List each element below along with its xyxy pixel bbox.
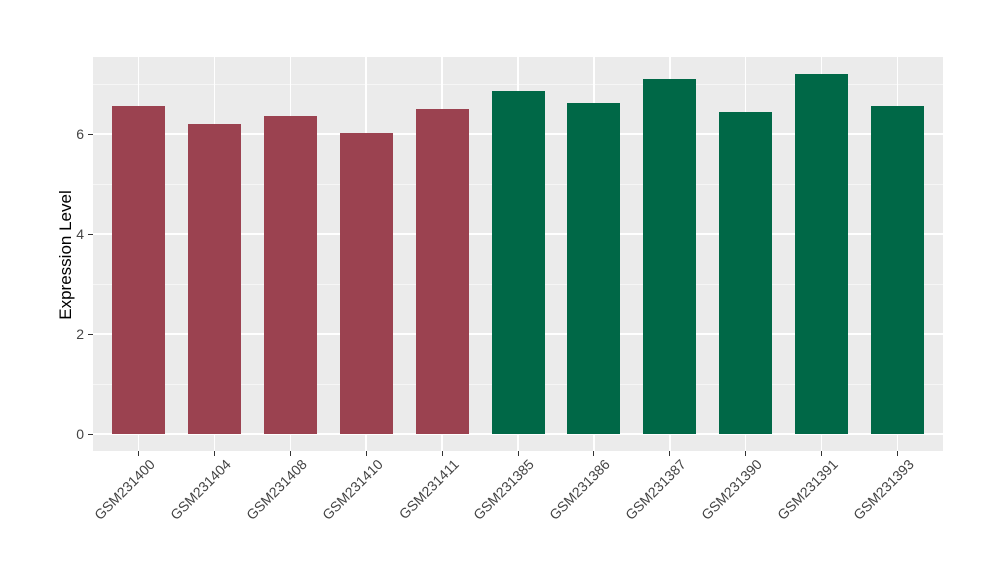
y-tick-label-4: 4 bbox=[76, 226, 84, 242]
x-tick-label-text: GSM231393 bbox=[849, 456, 917, 523]
y-tick-mark-4 bbox=[88, 233, 93, 235]
y-tick-mark-6 bbox=[88, 133, 93, 135]
bar-GSM231386 bbox=[567, 103, 621, 434]
y-tick-label-6: 6 bbox=[76, 126, 84, 142]
bar-GSM231391 bbox=[795, 74, 849, 434]
x-tick-mark-GSM231385 bbox=[517, 451, 519, 456]
bar-GSM231390 bbox=[719, 112, 773, 434]
bar-GSM231404 bbox=[187, 124, 241, 434]
bar-GSM231385 bbox=[491, 91, 545, 434]
x-tick-mark-GSM231408 bbox=[289, 451, 291, 456]
bar-GSM231411 bbox=[415, 109, 469, 434]
x-tick-mark-GSM231391 bbox=[821, 451, 823, 456]
x-tick-mark-GSM231400 bbox=[138, 451, 139, 456]
x-tick-mark-GSM231386 bbox=[593, 451, 595, 456]
bar-GSM231393 bbox=[871, 106, 924, 434]
y-tick-mark-2 bbox=[88, 333, 93, 335]
x-tick-mark-GSM231404 bbox=[213, 451, 215, 456]
x-tick-mark-GSM231411 bbox=[441, 451, 443, 456]
bar-GSM231400 bbox=[112, 106, 165, 434]
x-tick-mark-GSM231393 bbox=[897, 451, 898, 456]
bar-GSM231410 bbox=[339, 133, 393, 434]
y-axis-title-text: Expression Level bbox=[56, 190, 75, 320]
x-tick-mark-GSM231390 bbox=[745, 451, 747, 456]
plot-panel bbox=[93, 57, 943, 451]
x-tick-label-GSM231393: GSM231393 bbox=[686, 456, 917, 523]
x-tick-mark-GSM231410 bbox=[365, 451, 367, 456]
y-tick-mark-0 bbox=[88, 433, 93, 435]
bar-GSM231408 bbox=[263, 116, 317, 434]
y-tick-label-0: 0 bbox=[76, 426, 84, 442]
y-tick-label-2: 2 bbox=[76, 326, 84, 342]
bar-GSM231387 bbox=[643, 79, 697, 434]
x-tick-mark-GSM231387 bbox=[669, 451, 671, 456]
